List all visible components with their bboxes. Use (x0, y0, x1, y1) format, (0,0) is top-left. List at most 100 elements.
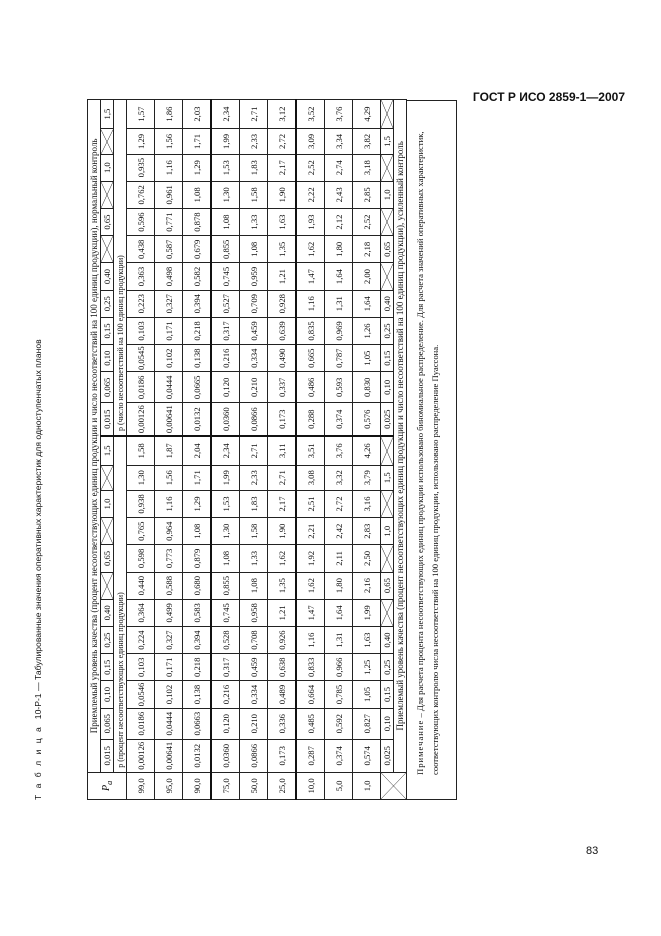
per100-value-cell: 0,771 (154, 208, 183, 236)
per100-value-cell: 1,71 (182, 128, 211, 155)
per100-value-cell: 2,85 (352, 181, 381, 209)
per100-value-cell: 1,90 (267, 181, 296, 209)
percent-value-cell: 0,574 (352, 739, 381, 773)
per100-value-cell: 0,596 (126, 208, 155, 236)
cross-icon (101, 182, 113, 208)
per100-value-cell: 0,363 (126, 262, 155, 291)
cross-icon (101, 573, 113, 599)
per100-value-cell: 0,498 (154, 262, 183, 291)
per100-value-cell: 1,16 (296, 290, 325, 318)
per100-value-cell: 3,34 (324, 128, 353, 155)
percent-value-cell: 0,287 (296, 739, 325, 773)
pa-symbol: P (100, 784, 112, 792)
percent-value-cell: 2,71 (267, 465, 296, 491)
per100-value-cell: 1,64 (324, 262, 353, 291)
caption-text: 10-Р-1 — Табулированные значения операти… (33, 339, 43, 720)
pa-header-cell: Pa (87, 772, 127, 800)
per100-value-cell: 0,374 (324, 402, 353, 436)
table-row: 99,0 0,00126 0,0186 0,0546 0,103 0,224 0,364 0,… (126, 99, 155, 800)
footer-row-aql: 0,025 0,10 0,15 0,25 0,40 0,65 1,0 1,5 0,025 0,10… (380, 99, 407, 800)
per100-value-cell: 2,17 (267, 154, 296, 182)
percent-value-cell: 0,785 (324, 680, 353, 709)
percent-value-cell: 1,47 (296, 599, 325, 627)
aql-footer-cell: 1,5 (380, 128, 394, 155)
per100-value-cell: 2,03 (182, 99, 211, 129)
percent-value-cell: 3,79 (352, 465, 381, 491)
tightened-control-title: Приемлемый уровень качества (процент нес… (393, 99, 407, 773)
crossed-out-cell (100, 235, 114, 263)
aql-header-cell: 0,10 (100, 680, 114, 709)
cross-icon (381, 491, 393, 517)
percent-value-cell: 0,598 (126, 544, 155, 573)
percent-value-cell: 2,51 (296, 490, 325, 518)
percent-value-cell: 1,08 (239, 572, 268, 600)
aql-header-cell: 0,25 (100, 626, 114, 654)
aql-header-cell: 1,5 (100, 99, 114, 129)
per100-value-cell: 4,29 (352, 99, 381, 129)
percent-value-cell: 0,216 (211, 680, 240, 709)
percent-value-cell: 1,99 (211, 465, 240, 491)
per100-value-cell: 2,72 (267, 128, 296, 155)
cross-icon (381, 437, 393, 465)
percent-value-cell: 2,83 (352, 517, 381, 545)
crossed-out-cell (100, 465, 114, 491)
percent-value-cell: 0,103 (126, 653, 155, 681)
percent-value-cell: 1,83 (239, 490, 268, 518)
percent-value-cell: 3,11 (267, 435, 296, 466)
per100-value-cell: 0,0665 (182, 371, 211, 403)
per100-value-cell: 1,26 (352, 317, 381, 345)
aql-header-cell: 0,065 (100, 708, 114, 740)
per100-value-cell: 0,835 (296, 317, 325, 345)
aql-footer-cell: 0,40 (380, 290, 394, 318)
crossed-out-cell (380, 599, 394, 627)
per100-value-cell: 3,52 (296, 99, 325, 129)
table-row: 50,0 0,0866 0,210 0,334 0,459 0,708 0,958 1,08 1… (239, 99, 268, 800)
crossed-out-cell (380, 544, 394, 573)
per100-value-cell: 1,83 (239, 154, 268, 182)
percent-value-cell: 2,33 (239, 465, 268, 491)
percent-value-cell: 2,17 (267, 490, 296, 518)
per100-value-cell: 0,969 (324, 317, 353, 345)
rotated-table-frame: Pa Приемлемый уровень качества (процент н… (87, 99, 457, 800)
percent-value-cell: 0,171 (154, 653, 183, 681)
per100-value-cell: 1,86 (154, 99, 183, 129)
per100-value-cell: 0,394 (182, 290, 211, 318)
footer-row-title: Приемлемый уровень качества (процент нес… (393, 99, 407, 799)
percent-value-cell: 0,592 (324, 708, 353, 740)
percent-value-cell: 0,638 (267, 653, 296, 681)
aql-header-cell: 1,0 (100, 490, 114, 518)
aql-footer-cell: 0,25 (380, 653, 394, 681)
percent-value-cell: 1,62 (296, 572, 325, 600)
per100-value-cell: 2,71 (239, 99, 268, 129)
aql-footer-cell: 1,0 (380, 517, 394, 545)
per100-value-cell: 0,928 (267, 290, 296, 318)
percent-value-cell: 1,56 (154, 465, 183, 491)
per100-value-cell: 0,587 (154, 235, 183, 263)
cross-icon (381, 545, 393, 571)
cross-icon (381, 155, 393, 181)
per100-value-cell: 0,0360 (211, 402, 240, 436)
note-label: Примечание (415, 719, 425, 775)
table-row: 75,0 0,0360 0,120 0,216 0,317 0,528 0,745 0,855… (211, 99, 240, 800)
percent-value-cell: 1,90 (267, 517, 296, 545)
crossed-out-cell (380, 262, 394, 291)
aql-footer-cell: 0,10 (380, 708, 394, 740)
percent-value-cell: 0,374 (324, 739, 353, 773)
cross-icon (381, 263, 393, 289)
per100-value-cell: 0,830 (352, 371, 381, 403)
percent-value-cell: 2,21 (296, 517, 325, 545)
per100-value-cell: 1,05 (352, 344, 381, 372)
percent-value-cell: 0,0360 (211, 739, 240, 773)
percent-value-cell: 1,58 (239, 517, 268, 545)
per100-value-cell: 0,216 (211, 344, 240, 372)
percent-value-cell: 0,958 (239, 599, 268, 627)
percent-value-cell: 0,0132 (182, 739, 211, 773)
caption-label: Т а б л и ц а (33, 725, 43, 800)
percent-value-cell: 3,16 (352, 490, 381, 518)
percent-value-cell: 2,04 (182, 435, 211, 466)
percent-value-cell: 1,25 (352, 653, 381, 681)
per100-value-cell: 1,64 (352, 290, 381, 318)
crossed-out-cell (100, 128, 114, 155)
percent-value-cell: 0,0663 (182, 708, 211, 740)
per100-value-cell: 0,745 (211, 262, 240, 291)
